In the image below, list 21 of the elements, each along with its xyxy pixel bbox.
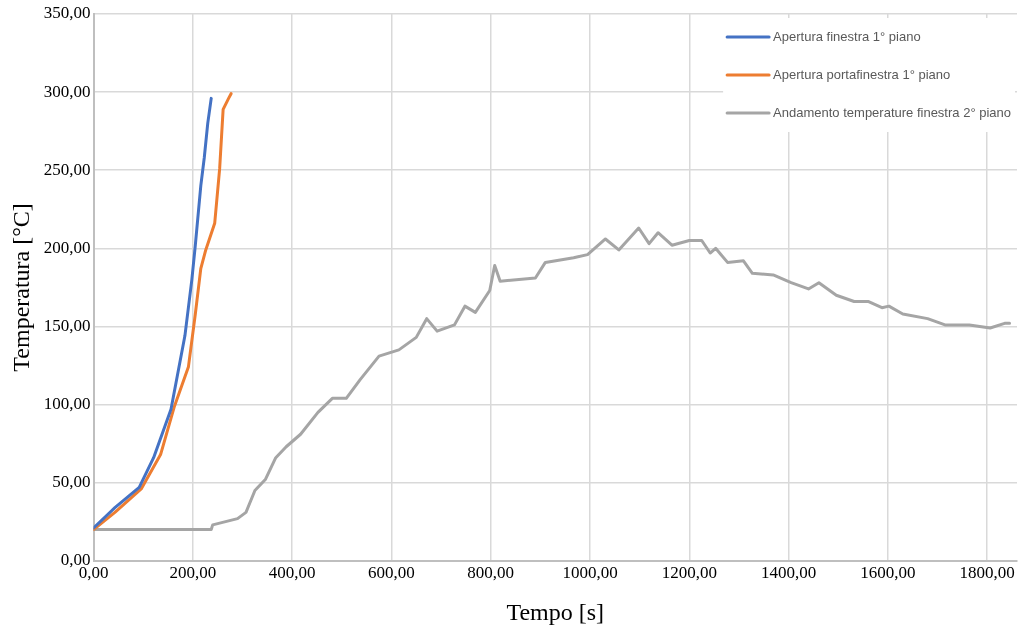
y-axis-title: Temperatura [°C] [7, 203, 34, 372]
y-tick-label: 200,00 [43, 237, 91, 257]
y-tick-label: 150,00 [43, 315, 91, 335]
legend-label: Apertura finestra 1° piano [773, 28, 921, 44]
y-tick-label: 350,00 [43, 3, 91, 23]
x-tick-label: 1800,00 [959, 563, 1015, 583]
x-tick-label: 800,00 [467, 563, 515, 583]
y-tick-label: 100,00 [43, 394, 91, 414]
x-tick-label: 1200,00 [661, 563, 717, 583]
x-tick-label: 600,00 [368, 563, 415, 583]
y-tick-label: 250,00 [43, 159, 91, 179]
y-tick-label: 50,00 [52, 472, 91, 492]
x-axis-title: Tempo [s] [506, 598, 605, 625]
x-tick-label: 200,00 [169, 563, 217, 583]
x-tick-label: 1400,00 [760, 563, 817, 583]
legend-label: Apertura portafinestra 1° piano [773, 66, 951, 82]
legend-label: Andamento temperature finestra 2° piano [773, 104, 1012, 120]
x-tick-label: 400,00 [268, 563, 316, 583]
x-tick-label: 1600,00 [860, 563, 916, 583]
x-tick-label: 1000,00 [562, 563, 618, 583]
y-tick-label: 300,00 [43, 81, 91, 101]
